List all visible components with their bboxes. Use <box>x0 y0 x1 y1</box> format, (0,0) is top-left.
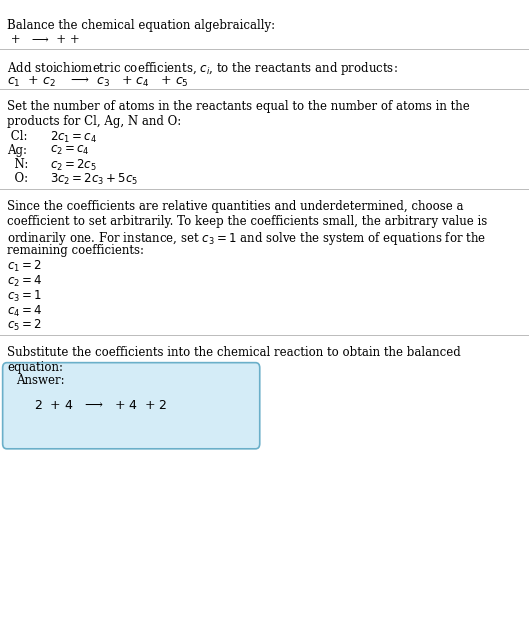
Text: Since the coefficients are relative quantities and underdetermined, choose a: Since the coefficients are relative quan… <box>7 200 463 213</box>
Text: Cl:: Cl: <box>7 130 31 143</box>
Text: +   ⟶  + +: + ⟶ + + <box>7 33 84 46</box>
Text: Substitute the coefficients into the chemical reaction to obtain the balanced: Substitute the coefficients into the che… <box>7 346 461 359</box>
Text: $c_2 = 2 c_5$: $c_2 = 2 c_5$ <box>50 158 97 173</box>
Text: $c_5 = 2$: $c_5 = 2$ <box>7 318 42 333</box>
Text: $c_2 = 4$: $c_2 = 4$ <box>7 274 42 289</box>
Text: $c_4 = 4$: $c_4 = 4$ <box>7 303 42 318</box>
FancyBboxPatch shape <box>3 363 260 449</box>
Text: $c_1$  + $c_2$    ⟶  $c_3$   + $c_4$   + $c_5$: $c_1$ + $c_2$ ⟶ $c_3$ + $c_4$ + $c_5$ <box>7 75 189 89</box>
Text: Add stoichiometric coefficients, $c_i$, to the reactants and products:: Add stoichiometric coefficients, $c_i$, … <box>7 60 398 77</box>
Text: coefficient to set arbitrarily. To keep the coefficients small, the arbitrary va: coefficient to set arbitrarily. To keep … <box>7 215 487 228</box>
Text: products for Cl, Ag, N and O:: products for Cl, Ag, N and O: <box>7 115 181 128</box>
Text: ordinarily one. For instance, set $c_3 = 1$ and solve the system of equations fo: ordinarily one. For instance, set $c_3 =… <box>7 230 486 246</box>
Text: O:: O: <box>7 172 32 185</box>
Text: $3 c_2 = 2 c_3 + 5 c_5$: $3 c_2 = 2 c_3 + 5 c_5$ <box>50 172 139 187</box>
Text: $2 c_1 = c_4$: $2 c_1 = c_4$ <box>50 130 97 145</box>
Text: $c_3 = 1$: $c_3 = 1$ <box>7 289 42 303</box>
Text: Ag:: Ag: <box>7 144 31 157</box>
Text: Answer:: Answer: <box>16 374 65 387</box>
Text: N:: N: <box>7 158 32 171</box>
Text: $c_1 = 2$: $c_1 = 2$ <box>7 259 42 274</box>
Text: $c_2 = c_4$: $c_2 = c_4$ <box>50 144 90 157</box>
Text: Balance the chemical equation algebraically:: Balance the chemical equation algebraica… <box>7 19 275 32</box>
Text: remaining coefficients:: remaining coefficients: <box>7 244 144 257</box>
Text: Set the number of atoms in the reactants equal to the number of atoms in the: Set the number of atoms in the reactants… <box>7 100 470 113</box>
Text: $2$  + $4$   ⟶   + $4$  + $2$: $2$ + $4$ ⟶ + $4$ + $2$ <box>34 399 168 412</box>
Text: equation:: equation: <box>7 361 63 374</box>
